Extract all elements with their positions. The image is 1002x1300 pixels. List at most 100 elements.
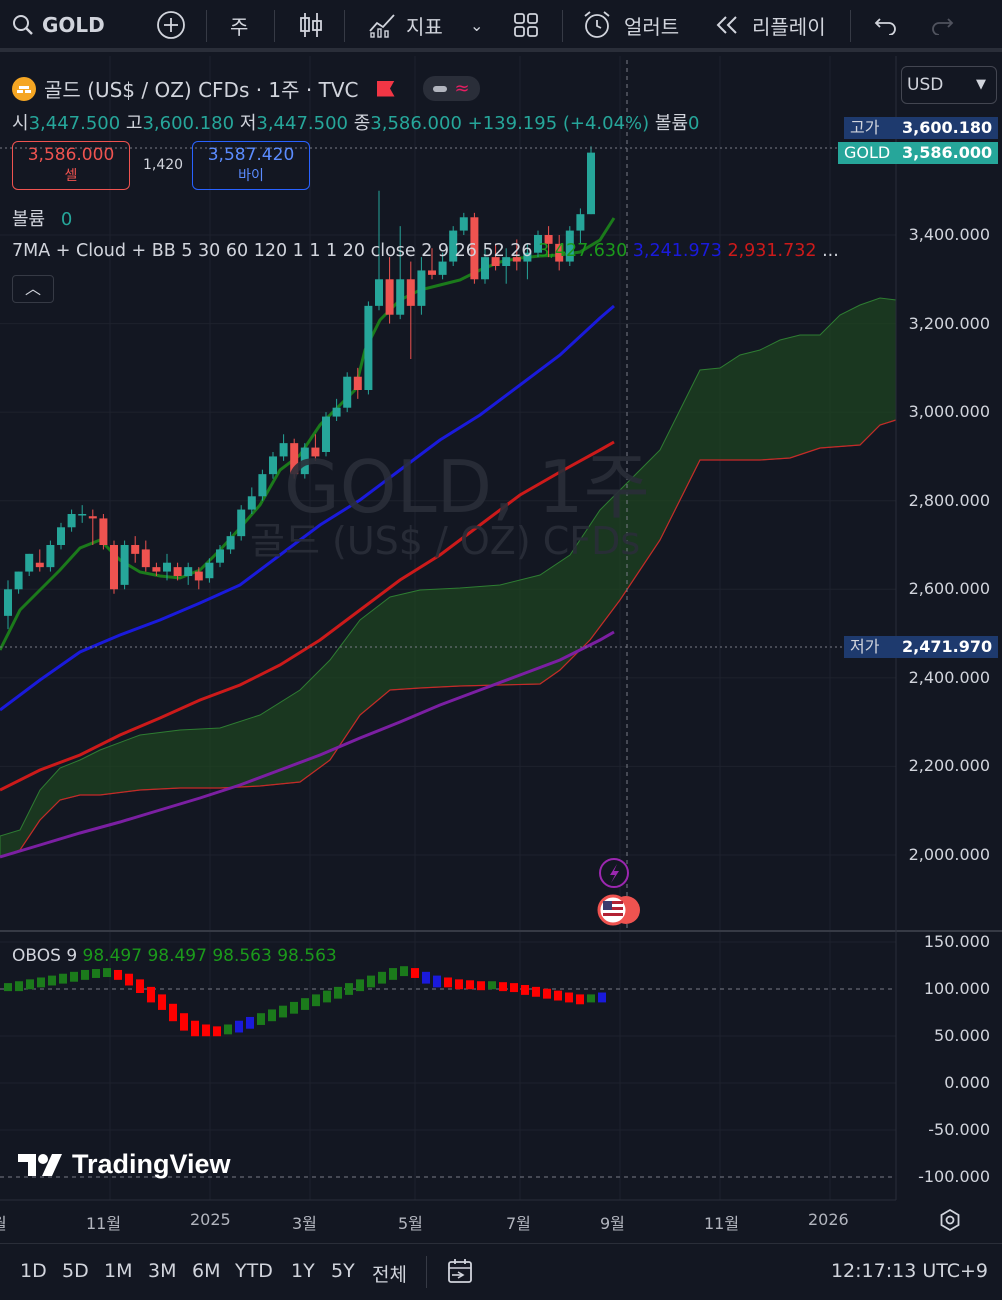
toolbar-divider (426, 1256, 427, 1288)
interval-button[interactable]: 주 (230, 14, 249, 39)
time-tick-label: 5월 (398, 1214, 423, 1233)
layout-button[interactable] (512, 0, 540, 50)
undo-icon (874, 18, 896, 35)
chevron-down-icon[interactable]: ⌄ (470, 15, 484, 35)
buy-label: 바이 (238, 168, 264, 184)
candle-body (491, 257, 500, 266)
ma-blue-line (0, 304, 615, 712)
undo-button[interactable] (874, 0, 898, 50)
chevron-down-icon: ▼ (976, 77, 986, 92)
obos-bar (521, 985, 529, 995)
sell-button[interactable]: 3,586.000 셀 (12, 141, 130, 190)
oscillator-legend[interactable]: OBOS 9 98.497 98.497 98.563 98.563 (12, 946, 337, 966)
candle-body (46, 545, 55, 568)
candle-body (470, 217, 479, 280)
obos-bar (532, 986, 540, 997)
candle-body (300, 447, 309, 475)
obos-bar (158, 994, 166, 1010)
obos-bar (554, 990, 562, 1001)
candle-body (194, 571, 203, 581)
obos-bar (400, 966, 408, 977)
candle-body (152, 567, 161, 572)
obos-bar (565, 992, 573, 1003)
range-button-5D[interactable]: 5D (62, 1260, 89, 1282)
oscillator-value: 98.563 (277, 946, 337, 966)
obos-bar (257, 1013, 265, 1025)
range-button-YTD[interactable]: YTD (235, 1260, 273, 1282)
obos-bar (488, 981, 496, 990)
search-icon (13, 15, 33, 35)
replay-label: 리플레이 (752, 14, 826, 39)
obos-bar (334, 986, 342, 999)
buy-button[interactable]: 3,587.420 바이 (192, 141, 310, 190)
obos-bar (15, 981, 23, 992)
range-button-1M[interactable]: 1M (104, 1260, 133, 1282)
obos-bar (147, 986, 155, 1003)
candle-body (88, 516, 97, 519)
oscillator-name: OBOS 9 (12, 946, 78, 966)
indicators-button[interactable]: 지표 (368, 0, 443, 50)
candle-body (290, 443, 299, 475)
collapse-legend-button[interactable]: ︿ (12, 275, 54, 303)
settings-button[interactable] (938, 1208, 962, 1236)
range-button-전체[interactable]: 전체 (372, 1264, 407, 1286)
alert-label: 얼러트 (624, 14, 680, 39)
goto-date-button[interactable] (446, 1256, 476, 1290)
range-button-1D[interactable]: 1D (20, 1260, 47, 1282)
volume-legend[interactable]: 볼륨 0 (12, 205, 72, 231)
obos-bar (169, 1003, 177, 1022)
price-tick-label: 2,200.000 (908, 756, 990, 776)
obos-bar (587, 994, 595, 1003)
indicator-value-blue: 3,241.973 (632, 241, 722, 261)
open-label: 시 (12, 113, 29, 134)
indicators-icon (369, 14, 395, 38)
redo-button[interactable] (930, 0, 954, 50)
logo-text: TradingView (72, 1149, 231, 1179)
replay-button[interactable]: 리플레이 (714, 0, 826, 50)
candle-body (534, 235, 542, 253)
obos-bar (499, 982, 507, 992)
symbol-legend[interactable]: 골드 (US$ / OZ) CFDs · 1주 · TVC ≈ (12, 74, 480, 103)
obos-bar (180, 1013, 188, 1031)
candle-body (78, 514, 87, 516)
candle-body (184, 567, 193, 576)
currency-select[interactable]: USD ▼ (901, 66, 997, 104)
candle-body (576, 214, 585, 231)
alert-button[interactable]: 얼러트 (582, 0, 679, 50)
chart-type-button[interactable] (298, 0, 324, 50)
legend-toggle[interactable]: ≈ (422, 76, 480, 101)
candle-body (67, 514, 76, 528)
range-button-3M[interactable]: 3M (148, 1260, 177, 1282)
obos-bar (444, 977, 452, 988)
clock[interactable]: 12:17:13 UTC+9 (830, 1260, 988, 1282)
time-tick-label: 7월 (506, 1214, 531, 1233)
indicator-legend[interactable]: 7MA + Cloud + BB 5 30 60 120 1 1 1 20 cl… (12, 241, 839, 261)
cloud-lower-edge (0, 419, 897, 858)
symbol-search[interactable]: GOLD (12, 0, 105, 50)
flag-icon[interactable] (376, 80, 395, 97)
obos-bar (202, 1024, 210, 1037)
close-value: 3,586.000 (370, 113, 462, 134)
candle-body (385, 279, 394, 315)
price-tick-label: 3,200.000 (908, 313, 990, 333)
low-tag-value: 2,471.970 (896, 636, 998, 658)
price-tick-label: 2,800.000 (908, 490, 990, 510)
candle-body (587, 152, 595, 215)
spread-value: 1,420 (143, 157, 184, 173)
obos-bar (356, 979, 364, 992)
obos-bar (411, 968, 419, 978)
ichimoku-cloud (0, 297, 897, 858)
obos-bar (191, 1020, 199, 1037)
range-button-1Y[interactable]: 1Y (291, 1260, 315, 1282)
range-button-6M[interactable]: 6M (192, 1260, 221, 1282)
compare-button[interactable] (156, 0, 186, 50)
tradingview-logo[interactable]: TradingView (16, 1149, 231, 1180)
low-label: 저 (239, 113, 257, 134)
price-chart[interactable] (0, 56, 1002, 1243)
gold-logo-icon (12, 76, 36, 101)
range-button-5Y[interactable]: 5Y (331, 1260, 355, 1282)
candle-body (438, 261, 447, 275)
alarm-clock-icon (584, 11, 610, 38)
obos-bar (103, 968, 111, 978)
us-flag-icon (603, 901, 623, 916)
